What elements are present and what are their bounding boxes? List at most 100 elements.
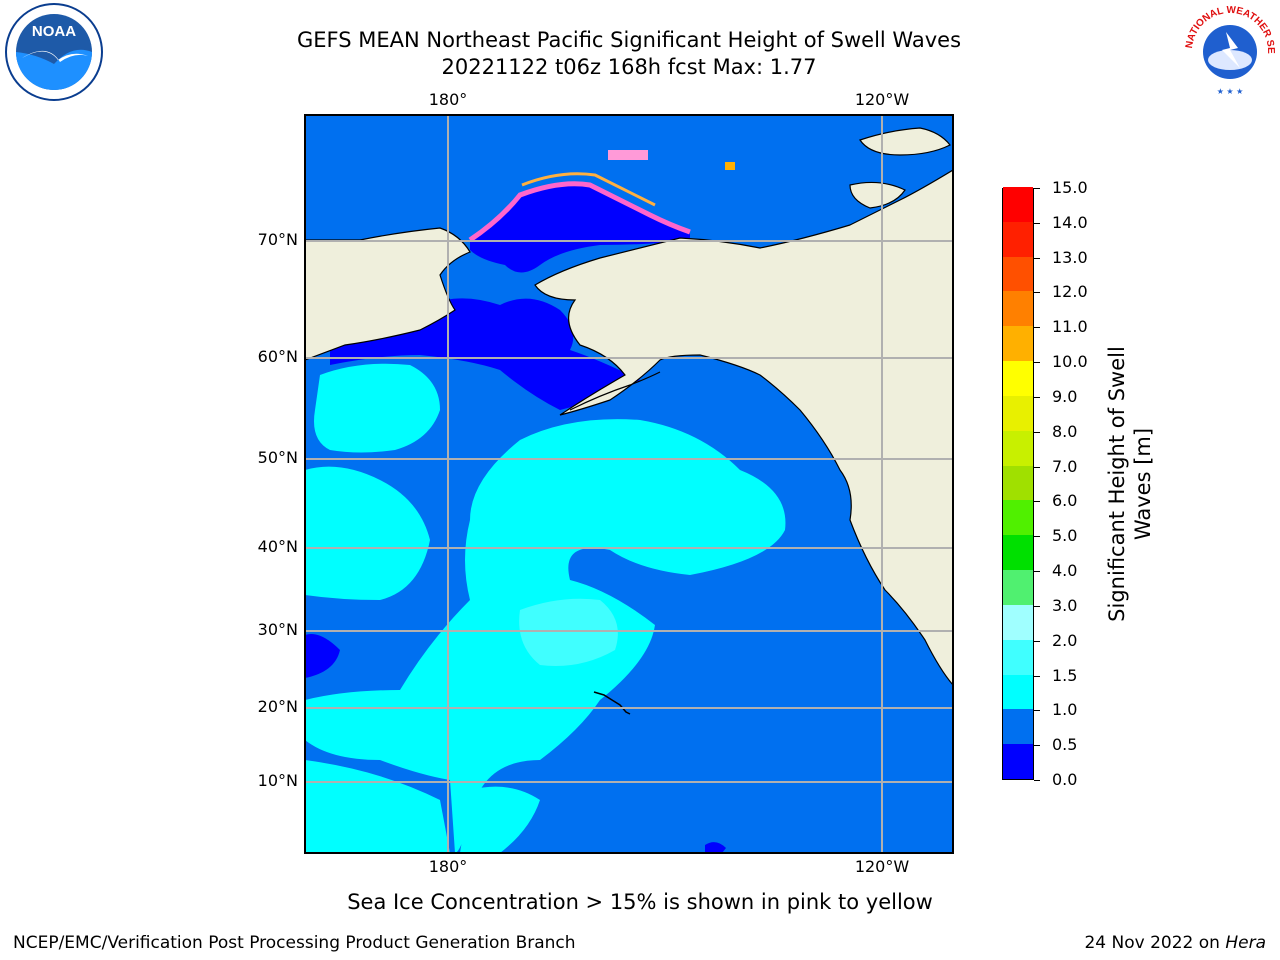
colorbar-tick	[1034, 222, 1040, 224]
colorbar-segment	[1003, 743, 1033, 779]
svg-text:★ ★ ★: ★ ★ ★	[1217, 87, 1244, 96]
lat-label-60n: 60°N	[257, 347, 298, 366]
sea-ice-patch-2	[725, 162, 735, 170]
colorbar-segment	[1003, 604, 1033, 640]
colorbar-tick	[1034, 571, 1040, 573]
colorbar-tick-label: 1.0	[1052, 700, 1078, 720]
footer-date-text: 24 Nov 2022 on	[1084, 933, 1226, 953]
sea-ice-fringe-outer	[521, 172, 656, 207]
colorbar-tick	[1034, 675, 1040, 677]
colorbar-tick-label: 15.0	[1052, 178, 1088, 197]
colorbar-segment	[1003, 569, 1033, 605]
colorbar-tick	[1034, 501, 1040, 503]
colorbar-tick-label: 4.0	[1052, 561, 1078, 581]
colorbar-tick	[1034, 605, 1040, 607]
colorbar-tick-label: 9.0	[1052, 386, 1078, 406]
colorbar-tick-label: 3.0	[1052, 595, 1078, 615]
lon-label-bottom-120w: 120°W	[854, 857, 910, 876]
land-chukotka	[305, 227, 471, 361]
map-title: GEFS MEAN Northeast Pacific Significant …	[296, 28, 962, 52]
colorbar-tick	[1034, 396, 1040, 398]
map-frame	[304, 114, 954, 854]
colorbar-tick-label: 14.0	[1052, 212, 1088, 232]
noaa-logo: NOAA	[5, 3, 103, 101]
lat-label-20n: 20°N	[257, 697, 298, 716]
sea-ice-fringe-arctic	[468, 181, 691, 243]
colorbar-segment	[1003, 395, 1033, 431]
colorbar-tick-label: 0.0	[1052, 770, 1078, 789]
colorbar-segment	[1003, 221, 1033, 257]
colorbar-tick	[1034, 362, 1040, 364]
colorbar-tick-label: 8.0	[1052, 421, 1078, 441]
colorbar-title-line2: Waves [m]	[1131, 427, 1155, 541]
arctic-low-swell	[470, 183, 690, 273]
colorbar-tick-label: 0.5	[1052, 735, 1078, 755]
lat-label-10n: 10°N	[257, 771, 298, 790]
colorbar-segment	[1003, 430, 1033, 466]
colorbar-tick	[1034, 640, 1040, 642]
colorbar-segment	[1003, 465, 1033, 501]
colorbar-segment	[1003, 674, 1033, 710]
colorbar-title: Significant Height of Swell Waves [m]	[1104, 304, 1156, 664]
swell-region-southwest	[305, 760, 450, 853]
footer-date: 24 Nov 2022 on Hera	[1084, 933, 1266, 953]
lat-label-70n: 70°N	[257, 230, 298, 249]
colorbar-tick-label: 12.0	[1052, 282, 1088, 302]
footer-host: Hera	[1225, 933, 1266, 953]
lon-label-top-120w: 120°W	[854, 90, 910, 109]
colorbar-tick-label: 5.0	[1052, 526, 1078, 546]
colorbar-tick	[1034, 188, 1040, 189]
colorbar-segment	[1003, 325, 1033, 362]
colorbar-tick	[1034, 466, 1040, 468]
low-swell-patch-south	[705, 842, 726, 853]
colorbar-tick-label: 1.5	[1052, 665, 1078, 685]
colorbar-tick	[1034, 536, 1040, 538]
land-north-america	[534, 115, 953, 686]
colorbar-segment	[1003, 360, 1033, 396]
lon-label-bottom-180: 180°	[428, 857, 468, 876]
colorbar-segment	[1003, 186, 1033, 222]
colorbar-tick-label: 6.0	[1052, 491, 1078, 511]
footer-credit: NCEP/EMC/Verification Post Processing Pr…	[13, 933, 576, 953]
hawaiian-islands	[593, 691, 631, 715]
low-swell-patch-west	[305, 634, 340, 678]
colorbar-segment	[1003, 256, 1033, 292]
colorbar-tick	[1034, 710, 1040, 712]
colorbar-tick	[1034, 780, 1040, 781]
colorbar-tick	[1034, 431, 1040, 433]
colorbar-tick-label: 13.0	[1052, 247, 1088, 267]
colorbar-tick	[1034, 327, 1040, 329]
colorbar-segment	[1003, 708, 1033, 745]
noaa-logo-text: NOAA	[32, 23, 76, 40]
swell-region-northwest	[314, 363, 440, 453]
colorbar	[1002, 186, 1034, 780]
lat-label-40n: 40°N	[257, 537, 298, 556]
bering-sea-low-swell	[330, 298, 640, 410]
colorbar-segment	[1003, 534, 1033, 571]
colorbar-segment	[1003, 639, 1033, 675]
lat-label-30n: 30°N	[257, 620, 298, 639]
lon-label-top-180: 180°	[428, 90, 468, 109]
sea-ice-caption: Sea Ice Concentration > 15% is shown in …	[347, 890, 933, 914]
colorbar-tick-label: 10.0	[1052, 352, 1088, 372]
graticule	[305, 115, 953, 853]
colorbar-tick	[1034, 257, 1040, 259]
colorbar-tick-label: 7.0	[1052, 456, 1078, 476]
nws-logo: NATIONAL WEATHER SERVICE ★ ★ ★	[1180, 2, 1276, 97]
colorbar-segment	[1003, 290, 1033, 327]
swell-region-west	[305, 466, 430, 600]
lat-label-50n: 50°N	[257, 448, 298, 467]
colorbar-segment	[1003, 499, 1033, 536]
aleutian-islands	[569, 371, 661, 411]
colorbar-tick-label: 11.0	[1052, 317, 1088, 337]
colorbar-title-line1: Significant Height of Swell	[1105, 346, 1129, 622]
sea-ice-patch	[608, 150, 648, 160]
swell-region-south	[460, 786, 540, 853]
colorbar-tick-label: 2.0	[1052, 630, 1078, 650]
colorbar-tick	[1034, 745, 1040, 747]
colorbar-tick	[1034, 292, 1040, 294]
map-subtitle: 20221122 t06z 168h fcst Max: 1.77	[441, 55, 817, 79]
land-arctic-island-2	[849, 181, 906, 209]
swell-region-lightcyan	[519, 598, 618, 666]
